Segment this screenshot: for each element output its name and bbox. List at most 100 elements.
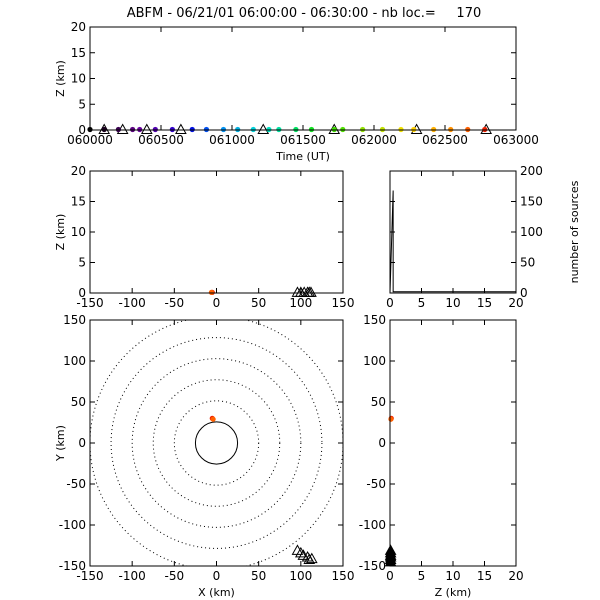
x-tick-label: 060500 [138,133,184,147]
y-tick-label: -150 [59,559,86,573]
y-tick-label: 20 [71,20,86,34]
plot-frame [389,319,517,567]
station-triangle [294,546,307,558]
x-tick-label: 062000 [351,133,397,147]
y-tick-label: 0 [78,436,86,450]
source-point [379,126,386,133]
source-point [331,126,337,133]
source-point [276,126,282,133]
source-point [266,126,272,133]
source-point [210,416,216,422]
x-tick-label: 062500 [422,133,468,147]
x-tick-label: -150 [76,569,103,583]
source-point [115,126,121,133]
y-tick-label: 0 [78,286,86,300]
y-tick-label: -50 [66,477,86,491]
y-tick-label: 50 [371,395,386,409]
histogram-line [389,190,516,294]
source-point [137,126,143,133]
x-axis-label: Z (km) [435,586,472,599]
x-tick-label: 20 [508,296,523,310]
y-tick-label: 50 [71,395,86,409]
source-point [152,126,158,133]
y-axis-label: Y (km) [54,425,67,462]
source-point [235,126,241,133]
x-tick-label: 20 [508,569,523,583]
range-ring [194,421,239,465]
source-point [388,416,394,422]
source-point [220,126,227,133]
x-tick-label: 0 [213,569,221,583]
y-tick-label: -50 [366,477,386,491]
figure-title: ABFM - 06/21/01 06:00:00 - 06:30:00 - nb… [127,6,482,21]
x-tick-label: 50 [251,569,266,583]
source-point [203,126,210,133]
y-tick-label: 15 [71,195,86,209]
y-tick-label: 5 [78,256,86,270]
source-point [208,289,215,295]
source-point [448,126,454,133]
plot-frame [89,26,517,131]
y-tick-label: 20 [71,164,86,178]
source-point [189,126,195,133]
x-tick-label: -50 [165,569,185,583]
x-tick-label: 10 [445,296,460,310]
y-tick-label: 10 [71,225,86,239]
x-tick-label: -100 [119,296,146,310]
y-tick-label: -100 [59,518,86,532]
station-triangle [305,552,318,564]
x-tick-label: 5 [418,569,426,583]
x-tick-label: 063000 [493,133,539,147]
plot-frame [89,170,344,294]
source-point [293,126,299,133]
station-triangle [257,123,270,134]
station-triangle [140,123,153,134]
x-tick-label: -100 [119,569,146,583]
source-point [411,126,417,133]
x-tick-label: 100 [289,569,312,583]
x-tick-label: 061500 [280,133,326,147]
x-tick-label: 15 [477,296,492,310]
x-tick-label: -150 [76,296,103,310]
y-tick-label: 100 [63,354,86,368]
y-tick-label: 100 [520,225,543,239]
range-ring [110,337,323,549]
x-tick-label: 150 [332,569,355,583]
y-tick-label: 50 [520,256,535,270]
y-tick-label: 200 [520,164,543,178]
station-triangle [305,286,317,297]
y-tick-label: 0 [520,286,528,300]
x-tick-label: 0 [386,569,394,583]
y-tick-label: 150 [63,313,86,327]
source-point [482,126,488,133]
x-axis-label: Time (UT) [275,150,330,163]
chart-panel-height_y: 0 5 10 15 20 -150 -100 -50 0 50 100 150 Z (km) [359,313,524,599]
y-tick-label: 0 [78,123,86,137]
plot-frame [89,319,344,567]
x-tick-label: 5 [418,296,426,310]
y-tick-label: 100 [363,354,386,368]
y-tick-label: 5 [78,97,86,111]
y-tick-label: 10 [71,72,86,86]
y-tick-label: -150 [359,559,386,573]
x-tick-label: 100 [289,296,312,310]
y-axis-label: Z (km) [54,214,67,251]
x-tick-label: 0 [213,296,221,310]
x-tick-label: 50 [251,296,266,310]
x-axis-label: X (km) [198,586,235,599]
station-triangle [303,553,316,564]
x-tick-label: 061000 [209,133,255,147]
source-point [398,126,404,133]
source-point [250,126,256,133]
y-axis-label: number of sources [568,180,581,283]
x-tick-label: 15 [477,569,492,583]
x-tick-label: 150 [332,296,355,310]
source-point [169,126,175,133]
range-ring [152,379,281,507]
source-point [340,126,346,133]
x-tick-label: 0 [386,296,394,310]
source-point [130,126,136,133]
y-tick-label: 150 [520,195,543,209]
